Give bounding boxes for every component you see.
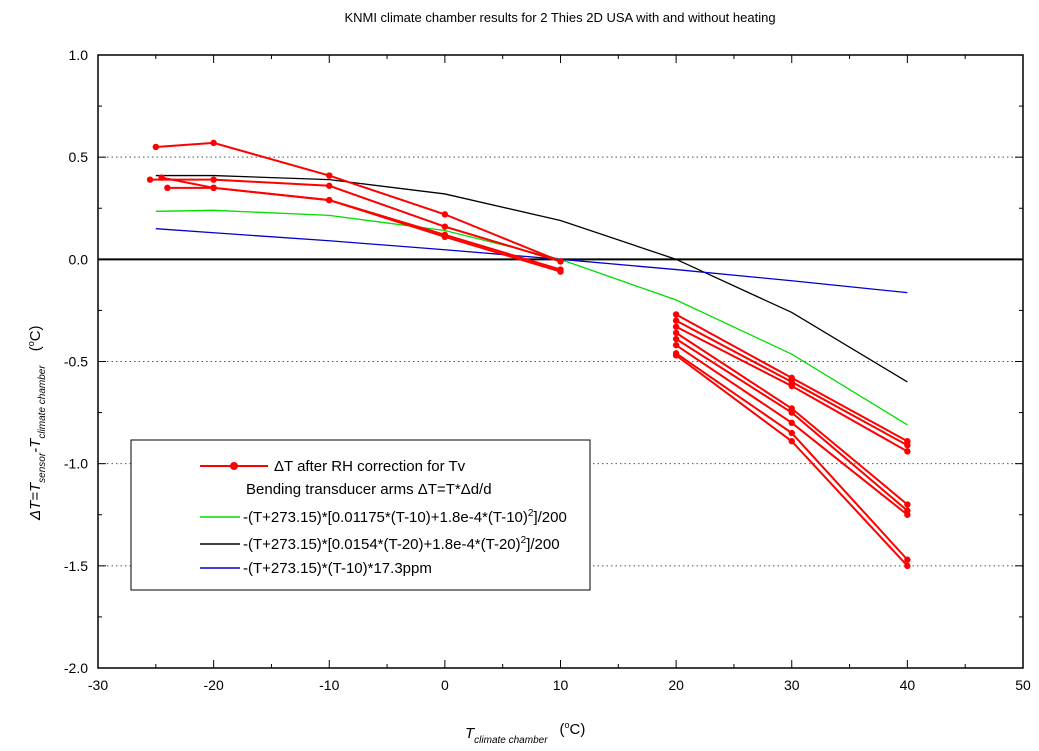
x-tick-label: 10 [553, 677, 569, 693]
y-axis-label-unit: ( [27, 346, 44, 351]
x-tick-label: -20 [204, 677, 224, 693]
x-tick-label: 0 [441, 677, 449, 693]
x-tick-label: 30 [784, 677, 800, 693]
measured-point [672, 352, 680, 359]
measured-line [161, 176, 561, 271]
legend-item-measured: ΔT after RH correction for Tv [200, 458, 466, 475]
x-axis-label-sub: climate chamber [474, 735, 548, 746]
legend-label-black-sup: 2 [521, 535, 527, 546]
model-line-green [155, 209, 908, 426]
measured-point [441, 223, 449, 230]
measured-point [210, 139, 217, 147]
measured-series [146, 139, 911, 570]
legend-label-blue-a: -(T+273.15)*(T-10)*17.3ppm [243, 560, 432, 577]
chart-title: KNMI climate chamber results for 2 Thies… [344, 10, 775, 25]
legend-item-blue: -(T+273.15)*(T-10)*17.3ppm [200, 560, 432, 577]
x-axis-label-unit: ( [560, 721, 565, 738]
measured-point [904, 511, 911, 518]
y-axis-label-unit-sup: o [26, 341, 36, 346]
x-tick-label: 20 [668, 677, 684, 693]
measured-line [150, 178, 561, 263]
x-tick-label: -10 [319, 677, 339, 693]
measured-point [904, 562, 911, 570]
legend-label-green-b: ]/200 [533, 509, 566, 526]
x-tick-label: -30 [88, 677, 108, 693]
x-axis-label-main: T [465, 725, 476, 742]
measured-point [326, 182, 333, 189]
legend-item-green: -(T+273.15)*[0.01175*(T-10)+1.8e-4*(T-10… [200, 508, 567, 526]
measured-point [326, 196, 333, 204]
x-tick-label: 40 [900, 677, 916, 693]
legend: ΔT after RH correction for Tv Bending tr… [130, 439, 591, 591]
y-tick-label: 1.0 [69, 47, 89, 63]
measured-point [904, 501, 911, 508]
legend-item-black: -(T+273.15)*[0.0154*(T-20)+1.8e-4*(T-20)… [200, 535, 560, 553]
measured-point [788, 409, 795, 416]
y-axis-label-unit-end: C) [27, 325, 44, 341]
y-tick-label: 0.0 [69, 251, 89, 267]
y-tick-label: -2.0 [64, 660, 88, 676]
measured-line [675, 332, 909, 506]
legend-marker-measured [230, 462, 238, 470]
legend-label-green-sup: 2 [528, 508, 534, 519]
measured-point [557, 258, 564, 265]
y-tick-label: 0.5 [69, 149, 89, 165]
y-tick-labels: -2.0 -1.5 -1.0 -0.5 0.0 0.5 1.0 [64, 47, 88, 676]
legend-label-green: -(T+273.15)*[0.01175*(T-10)+1.8e-4*(T-10… [243, 508, 567, 526]
measured-point [152, 143, 160, 151]
legend-label-measured: ΔT after RH correction for Tv [274, 458, 466, 475]
x-tick-labels: -30 -20 -10 0 10 20 30 40 50 [88, 677, 1031, 693]
legend-label-green-a: -(T+273.15)*[0.01175*(T-10)+1.8e-4*(T-10… [243, 509, 528, 526]
measured-point [788, 419, 795, 426]
measured-point [904, 442, 911, 449]
legend-label-bending-header: Bending transducer arms ΔT=T*Δd/d [246, 481, 492, 498]
measured-point [788, 429, 795, 437]
measured-point [672, 311, 680, 318]
y-axis-label-sub2: climate chamber [37, 365, 48, 439]
x-axis-label-unit-end: C) [570, 721, 586, 738]
measured-point [210, 176, 217, 183]
model-line-black [155, 174, 908, 383]
measured-point [441, 233, 449, 241]
measured-point [788, 382, 795, 390]
legend-label-black-b: ]/200 [526, 536, 559, 553]
y-axis-label: ΔT=Tsensor-Tclimate chamber (oC) [26, 325, 48, 521]
measured-point [164, 184, 171, 192]
measured-point [672, 329, 680, 337]
legend-label-black: -(T+273.15)*[0.0154*(T-20)+1.8e-4*(T-20)… [243, 535, 560, 553]
y-tick-label: -1.5 [64, 558, 88, 574]
measured-point [672, 317, 680, 324]
x-axis-label-unit-sup: o [565, 720, 570, 730]
y-axis-label-lhs: ΔT=T [27, 481, 44, 521]
y-axis-label-sub1: sensor [37, 452, 48, 483]
y-tick-label: -1.0 [64, 456, 88, 472]
measured-point [441, 211, 449, 218]
legend-label-blue: -(T+273.15)*(T-10)*17.3ppm [243, 560, 432, 577]
measured-point [557, 268, 564, 275]
measured-point [904, 448, 911, 455]
axis-ticks [97, 54, 1024, 669]
measured-point [672, 341, 680, 349]
x-axis-label: Tclimate chamber (oC) [465, 720, 585, 746]
y-axis-label-mid: -T [27, 437, 44, 453]
measured-point [210, 184, 217, 192]
measured-point [326, 172, 333, 179]
measured-point [788, 437, 795, 445]
legend-label-black-a: -(T+273.15)*[0.0154*(T-20)+1.8e-4*(T-20) [243, 536, 521, 553]
measured-point [158, 174, 165, 181]
measured-point [146, 176, 154, 183]
measured-point [672, 323, 680, 330]
measured-point [904, 556, 911, 563]
x-tick-label: 50 [1015, 677, 1031, 693]
y-tick-label: -0.5 [64, 354, 88, 370]
measured-point [672, 335, 680, 343]
